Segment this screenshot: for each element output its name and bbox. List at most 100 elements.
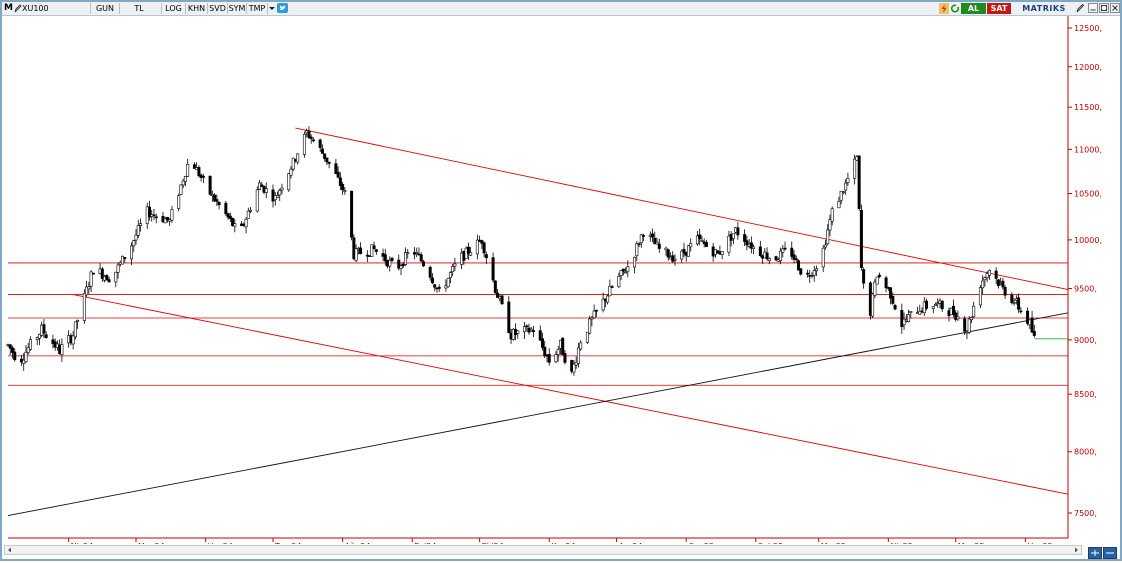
edit-icon[interactable] bbox=[14, 3, 22, 14]
menu-letter[interactable]: M bbox=[4, 3, 13, 13]
candle-body bbox=[130, 245, 134, 260]
candle-body bbox=[666, 249, 670, 258]
candle-body bbox=[469, 252, 473, 256]
candle-body bbox=[87, 286, 91, 290]
candle-body bbox=[336, 171, 340, 178]
candle-body bbox=[278, 190, 282, 196]
candle-body bbox=[370, 244, 374, 257]
sym-button[interactable]: SYM bbox=[227, 3, 246, 14]
twitter-icon[interactable] bbox=[277, 3, 288, 14]
candle-body bbox=[918, 310, 922, 315]
candle-body bbox=[633, 256, 637, 268]
candle-body bbox=[484, 254, 488, 259]
candle-body bbox=[121, 255, 125, 265]
candle-body bbox=[655, 241, 659, 245]
candle-body bbox=[493, 280, 497, 294]
candle-body bbox=[181, 180, 185, 186]
candle-body bbox=[433, 284, 437, 288]
x-tick-label: Nis25 bbox=[890, 542, 913, 544]
candle-body bbox=[765, 252, 769, 260]
candle-body bbox=[323, 153, 327, 159]
candle-body bbox=[147, 206, 151, 218]
candle-body bbox=[830, 208, 834, 222]
candle-body bbox=[637, 243, 641, 246]
candle-body bbox=[255, 189, 259, 212]
currency-button[interactable]: TL bbox=[119, 3, 158, 14]
log-button[interactable]: LOG bbox=[161, 3, 185, 14]
y-tick-label: 12000, bbox=[1074, 63, 1102, 72]
maximize-icon[interactable] bbox=[1099, 3, 1109, 14]
candle-body bbox=[680, 250, 684, 260]
candle-body bbox=[857, 155, 861, 209]
candle-body bbox=[338, 177, 342, 186]
candle-body bbox=[538, 330, 542, 341]
candle-body bbox=[134, 234, 138, 241]
lightning-icon[interactable] bbox=[939, 3, 949, 14]
candle-body bbox=[837, 201, 841, 209]
candle-body bbox=[907, 314, 911, 323]
candle-body bbox=[682, 248, 686, 254]
candle-body bbox=[446, 277, 450, 288]
candle-body bbox=[563, 353, 567, 363]
scroll-right-icon[interactable] bbox=[1075, 547, 1078, 553]
candle-body bbox=[967, 318, 971, 333]
candle-body bbox=[972, 305, 976, 318]
candle-body bbox=[224, 202, 228, 215]
symbol-label[interactable]: XU100 bbox=[22, 4, 49, 13]
candle-body bbox=[430, 277, 434, 284]
candle-body bbox=[954, 312, 958, 320]
candle-body bbox=[152, 214, 156, 217]
candle-body bbox=[981, 280, 985, 289]
candle-body bbox=[359, 247, 363, 255]
candle-body bbox=[900, 310, 904, 328]
dropdown-arrow-icon[interactable] bbox=[267, 3, 276, 14]
buy-button[interactable]: AL bbox=[961, 3, 986, 14]
candle-body bbox=[987, 270, 991, 276]
candle-body bbox=[532, 330, 536, 333]
candle-body bbox=[523, 326, 527, 333]
candle-body bbox=[844, 182, 848, 191]
candle-body bbox=[731, 233, 735, 239]
x-tick-label: Eyl24 bbox=[414, 542, 436, 544]
candle-body bbox=[197, 167, 201, 177]
x-tick-label: Ağu24 bbox=[345, 542, 371, 544]
price-chart[interactable]: 7500, 8000, 8500, 9000, 9500, 10000, 10500, 110… bbox=[2, 16, 1118, 544]
candle-body bbox=[810, 275, 814, 277]
candle-body bbox=[217, 201, 221, 206]
refresh-icon[interactable] bbox=[950, 3, 960, 14]
candle-body bbox=[428, 266, 432, 278]
candle-body bbox=[695, 235, 699, 245]
sell-button[interactable]: SAT bbox=[987, 3, 1011, 14]
minimize-icon[interactable] bbox=[1088, 3, 1098, 14]
tmp-button[interactable]: TMP bbox=[246, 3, 267, 14]
x-tick-label: Şub25 bbox=[758, 542, 783, 544]
scroll-left-icon[interactable] bbox=[8, 547, 11, 553]
close-icon[interactable] bbox=[1110, 3, 1120, 14]
candle-body bbox=[925, 300, 929, 309]
candle-body bbox=[590, 317, 594, 320]
khn-button[interactable]: KHN bbox=[185, 3, 207, 14]
candle-body bbox=[226, 213, 230, 218]
edit-icon[interactable] bbox=[1076, 3, 1085, 14]
candle-body bbox=[826, 229, 830, 245]
candle-body bbox=[790, 247, 794, 257]
candle-body bbox=[969, 317, 973, 321]
zoom-controls[interactable] bbox=[1088, 544, 1118, 559]
y-tick-label: 10000, bbox=[1074, 236, 1102, 245]
candle-body bbox=[1019, 310, 1023, 313]
candle-body bbox=[415, 251, 419, 254]
candle-body bbox=[480, 240, 484, 244]
candle-body bbox=[354, 248, 358, 261]
horizontal-scrollbar[interactable] bbox=[4, 545, 1082, 555]
candle-body bbox=[246, 210, 250, 219]
svd-button[interactable]: SVD bbox=[207, 3, 227, 14]
candle-body bbox=[1030, 317, 1034, 333]
period-button[interactable]: GUN bbox=[90, 3, 119, 14]
candle-body bbox=[123, 257, 127, 260]
candle-body bbox=[401, 263, 405, 267]
candle-body bbox=[139, 223, 143, 226]
candle-body bbox=[491, 257, 495, 281]
trendlines bbox=[7, 127, 1069, 516]
candle-body bbox=[608, 285, 612, 297]
horizontal-levels bbox=[8, 262, 1068, 386]
